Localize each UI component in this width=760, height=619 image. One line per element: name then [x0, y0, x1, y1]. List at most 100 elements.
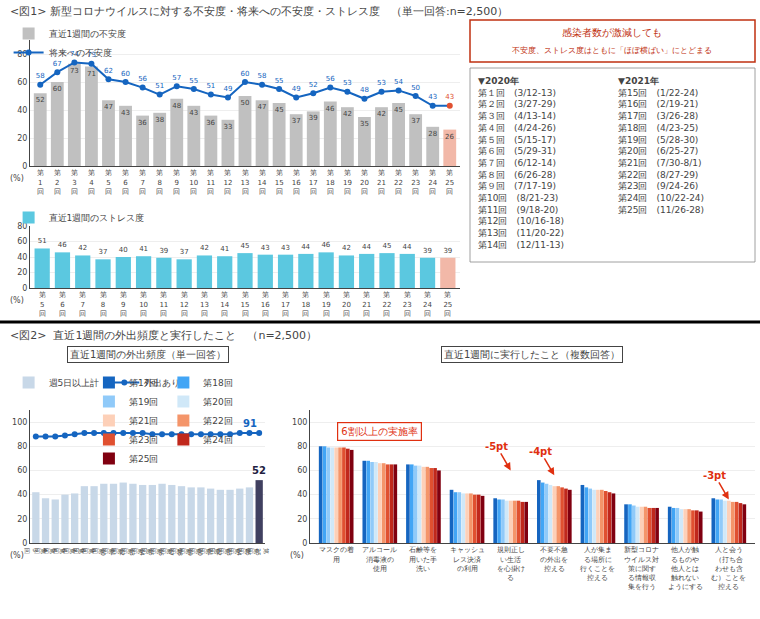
svg-text:43: 43: [445, 93, 454, 101]
svg-text:44: 44: [403, 243, 412, 251]
svg-text:週5日以上計: 週5日以上計: [49, 378, 100, 388]
svg-text:42: 42: [200, 244, 209, 252]
svg-text:6割以上の実施率: 6割以上の実施率: [341, 426, 417, 437]
svg-text:第12回: 第12回: [223, 169, 232, 195]
svg-text:将来への不安度: 将来への不安度: [48, 48, 112, 58]
svg-text:第21回: 第21回: [377, 169, 386, 195]
svg-text:▼2020年第１回 (3/12-13)第２回 (3/27-2: ▼2020年第１回 (3/12-13)第２回 (3/27-29)第３回 (4/1…: [478, 76, 564, 250]
svg-text:60: 60: [297, 466, 307, 475]
svg-text:第14回: 第14回: [131, 548, 154, 556]
svg-text:第13回: 第13回: [121, 548, 144, 556]
svg-text:51: 51: [38, 237, 47, 245]
svg-text:第24回: 第24回: [423, 291, 432, 317]
svg-text:41: 41: [220, 245, 229, 253]
svg-text:36: 36: [206, 119, 215, 127]
svg-text:43: 43: [281, 244, 290, 252]
svg-text:100: 100: [12, 418, 27, 427]
svg-text:第20回: 第20回: [360, 169, 369, 195]
svg-text:第4回: 第4回: [88, 169, 95, 195]
svg-text:アルコール消毒液の使用: アルコール消毒液の使用: [362, 546, 397, 572]
svg-text:51: 51: [155, 82, 164, 90]
svg-text:<図2> 直近1週間の外出頻度と実行したこと （n=2,5: <図2> 直近1週間の外出頻度と実行したこと （n=2,500）: [10, 329, 317, 342]
svg-text:第21回: 第21回: [199, 548, 222, 556]
svg-text:20: 20: [17, 515, 27, 524]
svg-text:(%): (%): [10, 174, 24, 183]
svg-text:第16回: 第16回: [150, 548, 173, 556]
svg-text:第17回: 第17回: [281, 291, 290, 317]
svg-text:第15回: 第15回: [141, 548, 164, 556]
svg-text:44: 44: [301, 243, 310, 251]
svg-text:第12回: 第12回: [111, 548, 134, 556]
svg-text:37: 37: [180, 248, 189, 256]
svg-text:52: 52: [252, 465, 266, 476]
svg-text:43: 43: [261, 244, 270, 252]
svg-text:47: 47: [104, 103, 113, 111]
svg-text:第5回: 第5回: [43, 548, 66, 554]
svg-text:36: 36: [138, 119, 147, 127]
svg-text:60: 60: [17, 466, 27, 475]
svg-text:37: 37: [99, 248, 108, 256]
svg-text:直近1週間に実行したこと（複数回答）: 直近1週間に実行したこと（複数回答）: [444, 349, 620, 360]
svg-text:60: 60: [121, 70, 130, 78]
svg-text:43: 43: [189, 109, 198, 117]
svg-text:第22回: 第22回: [209, 548, 232, 556]
svg-text:第24回: 第24回: [203, 435, 232, 445]
svg-text:第20回: 第20回: [189, 548, 212, 556]
svg-text:45: 45: [275, 106, 284, 114]
svg-text:第1回: 第1回: [37, 169, 44, 195]
svg-text:第18回: 第18回: [301, 291, 310, 317]
svg-text:第9回: 第9回: [173, 169, 180, 195]
svg-text:人が集まる場所に行くことを控える: 人が集まる場所に行くことを控える: [580, 546, 615, 581]
svg-text:第12回: 第12回: [180, 291, 189, 317]
svg-text:43: 43: [121, 109, 130, 117]
svg-text:<図1> 新型コロナウイルスに対する不安度・将来への不安度・: <図1> 新型コロナウイルスに対する不安度・将来への不安度・ストレス度 （単一回…: [10, 5, 508, 18]
svg-text:28: 28: [428, 130, 437, 138]
svg-text:マスクの着用: マスクの着用: [319, 546, 354, 563]
svg-text:第22回: 第22回: [394, 169, 403, 195]
svg-text:キャッシュレス決済の利用: キャッシュレス決済の利用: [450, 546, 485, 572]
svg-text:50: 50: [241, 99, 250, 107]
svg-text:39: 39: [309, 114, 318, 122]
svg-text:(%): (%): [290, 551, 304, 560]
svg-text:60: 60: [17, 78, 27, 87]
svg-text:80: 80: [297, 442, 307, 451]
svg-text:第17回: 第17回: [160, 548, 183, 556]
svg-text:第3回: 第3回: [71, 169, 78, 195]
svg-text:新型コロナウイルス対策に関する情報収集を行う: 新型コロナウイルス対策に関する情報収集を行う: [624, 546, 659, 590]
svg-text:第7回: 第7回: [79, 291, 86, 317]
svg-text:-5pt: -5pt: [485, 441, 508, 452]
svg-text:人と会う（打ち合わせも含む）ことを控える: 人と会う（打ち合わせも含む）ことを控える: [711, 546, 746, 590]
svg-text:42: 42: [343, 110, 352, 118]
svg-text:第15回: 第15回: [275, 169, 284, 195]
svg-text:(%): (%): [10, 551, 24, 560]
svg-text:第9回: 第9回: [82, 548, 105, 554]
svg-text:58: 58: [36, 72, 45, 80]
svg-text:56: 56: [326, 75, 335, 83]
svg-text:73: 73: [70, 67, 79, 75]
svg-text:第8回: 第8回: [156, 169, 163, 195]
svg-text:第6回: 第6回: [59, 291, 66, 317]
svg-text:第8回: 第8回: [100, 291, 107, 317]
svg-text:第18回: 第18回: [326, 169, 335, 195]
svg-text:40: 40: [17, 253, 27, 262]
svg-text:第16回: 第16回: [292, 169, 301, 195]
svg-text:60: 60: [53, 85, 62, 93]
svg-text:第24回: 第24回: [228, 548, 251, 556]
svg-text:54: 54: [394, 78, 403, 86]
svg-text:第25回: 第25回: [445, 169, 454, 195]
svg-text:39: 39: [423, 247, 432, 255]
svg-text:第16回: 第16回: [261, 291, 270, 317]
svg-text:第22回: 第22回: [203, 416, 232, 426]
svg-text:第19回: 第19回: [129, 397, 158, 407]
svg-text:26: 26: [445, 133, 454, 141]
svg-text:58: 58: [258, 72, 267, 80]
svg-text:40: 40: [297, 490, 307, 499]
svg-text:規則正しい生活を心掛ける: 規則正しい生活を心掛ける: [497, 546, 525, 581]
svg-text:第8回: 第8回: [73, 548, 96, 554]
svg-text:46: 46: [321, 241, 330, 249]
svg-text:55: 55: [189, 77, 198, 85]
svg-text:49: 49: [223, 85, 232, 93]
svg-text:第9回: 第9回: [120, 291, 127, 317]
svg-text:第5回: 第5回: [39, 291, 46, 317]
svg-text:第25回: 第25回: [238, 548, 261, 556]
